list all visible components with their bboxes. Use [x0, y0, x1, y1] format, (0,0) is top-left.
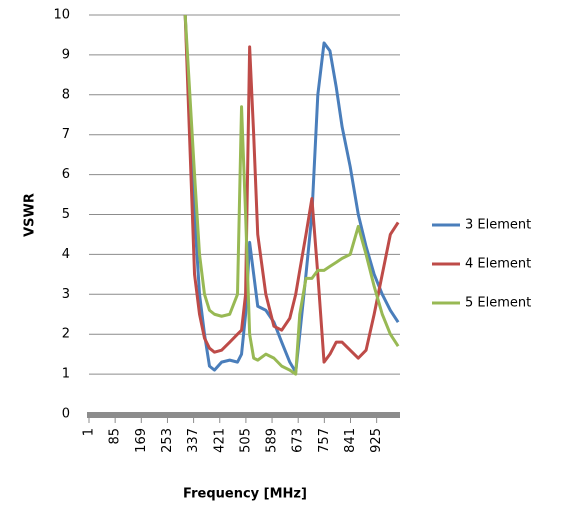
- y-tick-label: 1: [62, 367, 70, 382]
- series-line: [183, 15, 400, 374]
- x-tick-label: 85: [108, 428, 123, 445]
- legend-label: 3 Element: [465, 218, 531, 233]
- y-tick-label: 6: [62, 167, 70, 182]
- plot-area: [183, 15, 400, 376]
- y-tick-label: 2: [62, 327, 70, 342]
- x-tick-label: 337: [186, 428, 201, 453]
- y-axis-title: VSWR: [23, 193, 38, 237]
- x-tick-label: 505: [238, 428, 253, 453]
- legend-label: 4 Element: [465, 257, 531, 272]
- x-tick-label: 1: [82, 428, 97, 436]
- series-line: [183, 15, 400, 376]
- y-tick-label: 4: [62, 247, 70, 262]
- x-tick-label: 673: [291, 428, 306, 453]
- y-tick-label: 5: [62, 207, 70, 222]
- series-line: [183, 15, 400, 364]
- y-tick-label: 7: [62, 127, 70, 142]
- y-tick-label: 10: [53, 8, 70, 23]
- y-tick-label: 3: [62, 287, 70, 302]
- y-tick-label: 9: [62, 47, 70, 62]
- x-axis-title: Frequency [MHz]: [183, 487, 307, 502]
- x-tick-label: 421: [212, 428, 227, 453]
- y-tick-label: 8: [62, 87, 70, 102]
- x-tick-label: 589: [265, 428, 280, 453]
- x-tick-label: 757: [317, 428, 332, 453]
- x-tick-label: 841: [343, 428, 358, 453]
- y-tick-label: 0: [62, 407, 70, 422]
- x-tick-label: 925: [369, 428, 384, 453]
- x-tick-label: 169: [134, 428, 149, 453]
- legend-label: 5 Element: [465, 296, 531, 311]
- x-tick-label: 253: [160, 428, 175, 453]
